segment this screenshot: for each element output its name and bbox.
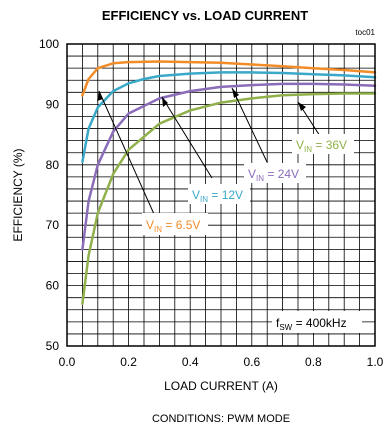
series-line-3	[81, 92, 377, 305]
label-bg-vin-12v	[188, 184, 250, 204]
x-tick-label: 0.0	[59, 355, 76, 369]
x-tick-label: 1.0	[367, 355, 384, 369]
label-vin-24v-prefix: V	[248, 167, 256, 181]
label-vin-6-5v-prefix: V	[146, 218, 154, 232]
label-bg-vin-6-5v	[142, 213, 208, 235]
chart-code: toc01	[355, 28, 375, 37]
label-bg-vin-36v	[292, 134, 354, 154]
arrowhead-vin-12v	[162, 97, 168, 107]
label-vin-36v-suffix: = 36V	[312, 138, 347, 152]
arrow-vin-12v	[161, 96, 213, 179]
fsw-note: fSW = 400kHz	[276, 316, 347, 332]
x-tick-label: 0.4	[182, 355, 199, 369]
x-tick-labels: 0.0 0.2 0.4 0.6 0.8 1.0	[59, 355, 384, 369]
label-vin-36v: VIN = 36V	[296, 138, 347, 154]
chart-title: EFFICIENCY vs. LOAD CURRENT	[102, 8, 308, 23]
label-vin-12v-sub: IN	[200, 195, 208, 204]
plot-frame	[66, 43, 376, 347]
arrowhead-vin-36v	[298, 102, 306, 111]
arrow-vin-24v	[231, 87, 268, 163]
label-vin-6-5v-sub: IN	[154, 225, 162, 234]
series-annotations: VIN = 6.5V VIN = 12V VIN = 24V VIN = 36V…	[97, 87, 362, 333]
label-vin-36v-sub: IN	[304, 145, 312, 154]
fsw-note-sub: SW	[279, 323, 292, 332]
arrow-vin-6-5v	[98, 90, 163, 233]
fsw-note-prefix: f	[276, 316, 280, 330]
series-line-2	[81, 82, 377, 251]
label-bg-vin-24v	[244, 163, 306, 183]
x-axis-label: LOAD CURRENT (A)	[164, 379, 278, 393]
label-vin-6-5v: VIN = 6.5V	[146, 218, 200, 234]
y-tick-label: 90	[46, 97, 60, 111]
label-vin-24v: VIN = 24V	[248, 167, 299, 183]
y-tick-label: 80	[46, 158, 60, 172]
x-tick-label: 0.6	[243, 355, 260, 369]
y-tick-labels: 50 60 70 80 90 100	[39, 37, 59, 353]
y-axis-label: EFFICIENCY (%)	[11, 148, 25, 241]
y-tick-label: 50	[46, 339, 60, 353]
label-vin-6-5v-suffix: = 6.5V	[162, 218, 200, 232]
label-vin-36v-prefix: V	[296, 138, 304, 152]
label-vin-24v-sub: IN	[256, 174, 264, 183]
y-tick-label: 100	[39, 37, 59, 51]
fsw-note-bg	[272, 311, 362, 333]
series-lines	[81, 60, 377, 305]
y-tick-label: 60	[46, 279, 60, 293]
series-line-0	[81, 60, 377, 97]
x-tick-label: 0.8	[305, 355, 322, 369]
conditions-note: CONDITIONS: PWM MODE	[152, 413, 290, 425]
y-tick-label: 70	[46, 218, 60, 232]
fsw-note-suffix: = 400kHz	[292, 316, 346, 330]
arrowhead-vin-6-5v	[97, 91, 103, 101]
label-vin-12v-prefix: V	[192, 188, 200, 202]
x-tick-label: 0.2	[120, 355, 137, 369]
arrowhead-vin-24v	[232, 88, 239, 98]
label-vin-12v: VIN = 12V	[192, 188, 243, 204]
label-vin-12v-suffix: = 12V	[208, 188, 243, 202]
label-vin-24v-suffix: = 24V	[264, 167, 299, 181]
series-line-1	[81, 71, 377, 164]
